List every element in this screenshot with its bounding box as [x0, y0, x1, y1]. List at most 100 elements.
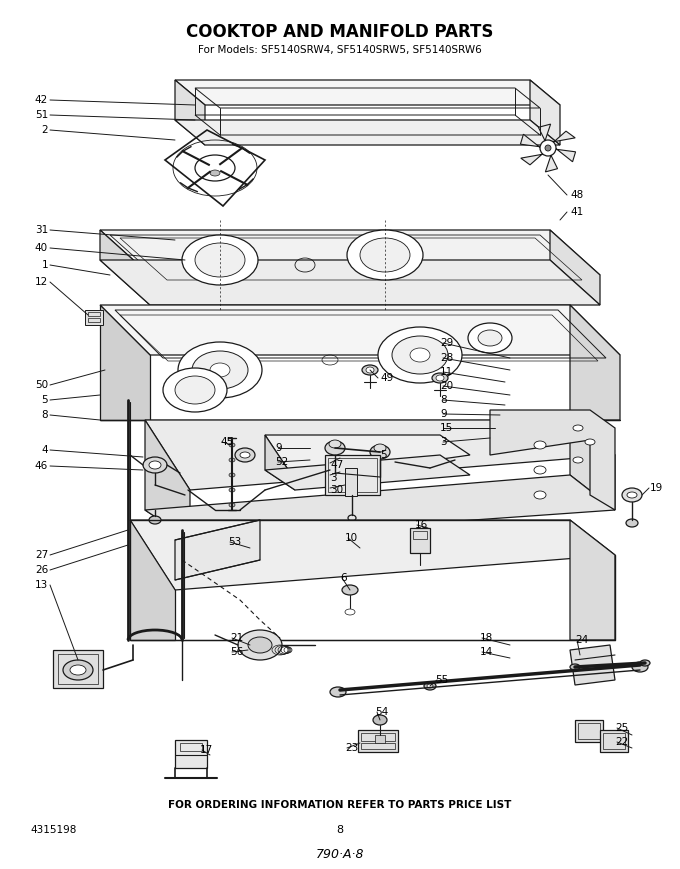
Text: 4315198: 4315198 — [30, 825, 76, 835]
Text: 4: 4 — [41, 445, 48, 455]
Ellipse shape — [570, 664, 580, 670]
Ellipse shape — [240, 452, 250, 458]
Text: 48: 48 — [570, 190, 583, 200]
Text: 3: 3 — [330, 473, 337, 483]
Text: 23: 23 — [345, 743, 358, 753]
Ellipse shape — [229, 488, 235, 492]
Bar — [410, 528, 430, 553]
Ellipse shape — [229, 458, 235, 462]
Ellipse shape — [478, 330, 502, 346]
Text: 56: 56 — [230, 647, 243, 657]
Polygon shape — [175, 520, 260, 580]
Ellipse shape — [370, 445, 390, 459]
Ellipse shape — [143, 457, 167, 473]
Polygon shape — [100, 230, 150, 305]
Ellipse shape — [347, 230, 423, 280]
Polygon shape — [100, 260, 600, 305]
Polygon shape — [130, 520, 175, 640]
Ellipse shape — [248, 637, 272, 653]
Ellipse shape — [238, 630, 282, 660]
Polygon shape — [545, 153, 558, 172]
Text: 47: 47 — [330, 460, 343, 470]
Ellipse shape — [203, 161, 227, 175]
Text: 53: 53 — [228, 537, 241, 547]
Ellipse shape — [534, 441, 546, 449]
Text: 26: 26 — [35, 565, 48, 575]
Polygon shape — [145, 420, 615, 490]
Ellipse shape — [436, 375, 444, 381]
Ellipse shape — [410, 348, 430, 362]
Text: 11: 11 — [440, 367, 454, 377]
Bar — [358, 730, 398, 752]
Ellipse shape — [195, 243, 245, 277]
Bar — [85, 310, 103, 325]
Bar — [575, 720, 603, 742]
Text: 27: 27 — [35, 550, 48, 560]
Bar — [361, 733, 395, 741]
Text: 46: 46 — [35, 461, 48, 471]
Ellipse shape — [427, 684, 433, 688]
Ellipse shape — [209, 164, 221, 172]
Ellipse shape — [149, 461, 161, 469]
Ellipse shape — [534, 491, 546, 499]
Ellipse shape — [573, 457, 583, 463]
Ellipse shape — [622, 488, 642, 502]
Bar — [600, 730, 628, 752]
Ellipse shape — [178, 342, 262, 398]
Polygon shape — [175, 80, 205, 145]
Ellipse shape — [366, 367, 374, 373]
Ellipse shape — [540, 140, 556, 156]
Text: COOKTOP AND MANIFOLD PARTS: COOKTOP AND MANIFOLD PARTS — [186, 23, 494, 41]
Text: 42: 42 — [35, 95, 48, 105]
Text: 19: 19 — [650, 483, 663, 493]
Polygon shape — [265, 435, 295, 490]
Bar — [375, 735, 385, 743]
Bar — [345, 468, 357, 496]
Text: 790·A·8: 790·A·8 — [316, 848, 364, 861]
Text: 24: 24 — [575, 635, 588, 645]
Text: 17: 17 — [200, 745, 214, 755]
Text: 3: 3 — [440, 437, 447, 447]
Bar — [578, 723, 600, 739]
Text: 45: 45 — [220, 437, 233, 447]
Text: 13: 13 — [35, 580, 48, 590]
Text: 16: 16 — [415, 520, 428, 530]
Ellipse shape — [468, 323, 512, 353]
Ellipse shape — [229, 473, 235, 477]
Polygon shape — [550, 131, 575, 144]
Polygon shape — [100, 230, 600, 275]
Bar — [325, 455, 380, 495]
Polygon shape — [520, 134, 543, 149]
Text: 30: 30 — [330, 485, 343, 495]
Text: 18: 18 — [480, 633, 493, 643]
Text: 1: 1 — [41, 260, 48, 270]
Text: 40: 40 — [35, 243, 48, 253]
Polygon shape — [265, 435, 470, 480]
Ellipse shape — [195, 155, 235, 181]
Ellipse shape — [330, 687, 346, 697]
Text: For Models: SF5140SRW4, SF5140SRW5, SF5140SRW6: For Models: SF5140SRW4, SF5140SRW5, SF51… — [198, 45, 482, 55]
Ellipse shape — [63, 660, 93, 680]
Ellipse shape — [235, 448, 255, 462]
Ellipse shape — [392, 336, 448, 374]
Ellipse shape — [182, 235, 258, 285]
Ellipse shape — [175, 376, 215, 404]
Ellipse shape — [373, 715, 387, 725]
Text: 10: 10 — [345, 533, 358, 543]
Bar — [603, 733, 625, 749]
Ellipse shape — [374, 444, 386, 452]
Bar — [328, 458, 377, 492]
Ellipse shape — [360, 238, 410, 272]
Polygon shape — [490, 410, 615, 510]
Text: 20: 20 — [440, 381, 453, 391]
Ellipse shape — [432, 373, 448, 383]
Text: 22: 22 — [615, 737, 628, 747]
Text: 21: 21 — [230, 633, 243, 643]
Ellipse shape — [210, 170, 220, 176]
Text: 29: 29 — [440, 338, 454, 348]
Ellipse shape — [229, 503, 235, 507]
Text: 14: 14 — [480, 647, 493, 657]
Ellipse shape — [329, 440, 341, 448]
Text: 31: 31 — [35, 225, 48, 235]
Polygon shape — [100, 305, 620, 355]
